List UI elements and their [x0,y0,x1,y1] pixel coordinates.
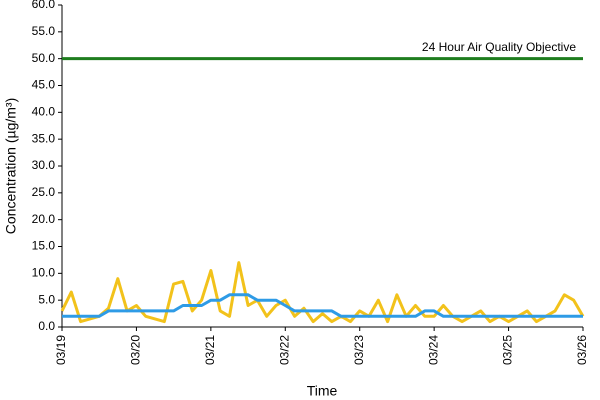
y-tick-label: 30.0 [32,158,56,172]
y-tick-label: 15.0 [32,239,56,253]
x-tick-label: 03/21 [203,335,217,365]
x-tick-label: 03/22 [277,335,291,365]
data-line [60,261,585,324]
y-axis-title: Concentration (µg/m³) [3,98,19,234]
y-tick-label: 35.0 [32,131,56,145]
y-tick-label: 40.0 [32,105,56,119]
y-tick-label: 10.0 [32,266,56,280]
y-tick-label: 20.0 [32,212,56,226]
x-tick-label: 03/24 [426,335,440,365]
y-tick-label: 55.0 [32,24,56,38]
data-line [62,293,583,318]
y-tick-label: 50.0 [32,51,56,65]
y-tick-label: 0.0 [38,319,55,333]
y-tick-label: 60.0 [32,0,56,11]
x-tick-label: 03/25 [501,335,515,365]
y-tick-label: 45.0 [32,78,56,92]
x-tick-label: 03/20 [129,335,143,365]
x-tick-label: 03/19 [54,335,68,365]
y-tick-label: 5.0 [38,292,55,306]
x-axis-title: Time [307,383,338,399]
objective-label: 24 Hour Air Quality Objective [422,40,576,54]
x-tick-label: 03/23 [352,335,366,365]
x-tick-label: 03/26 [575,335,589,365]
y-tick-label: 25.0 [32,185,56,199]
